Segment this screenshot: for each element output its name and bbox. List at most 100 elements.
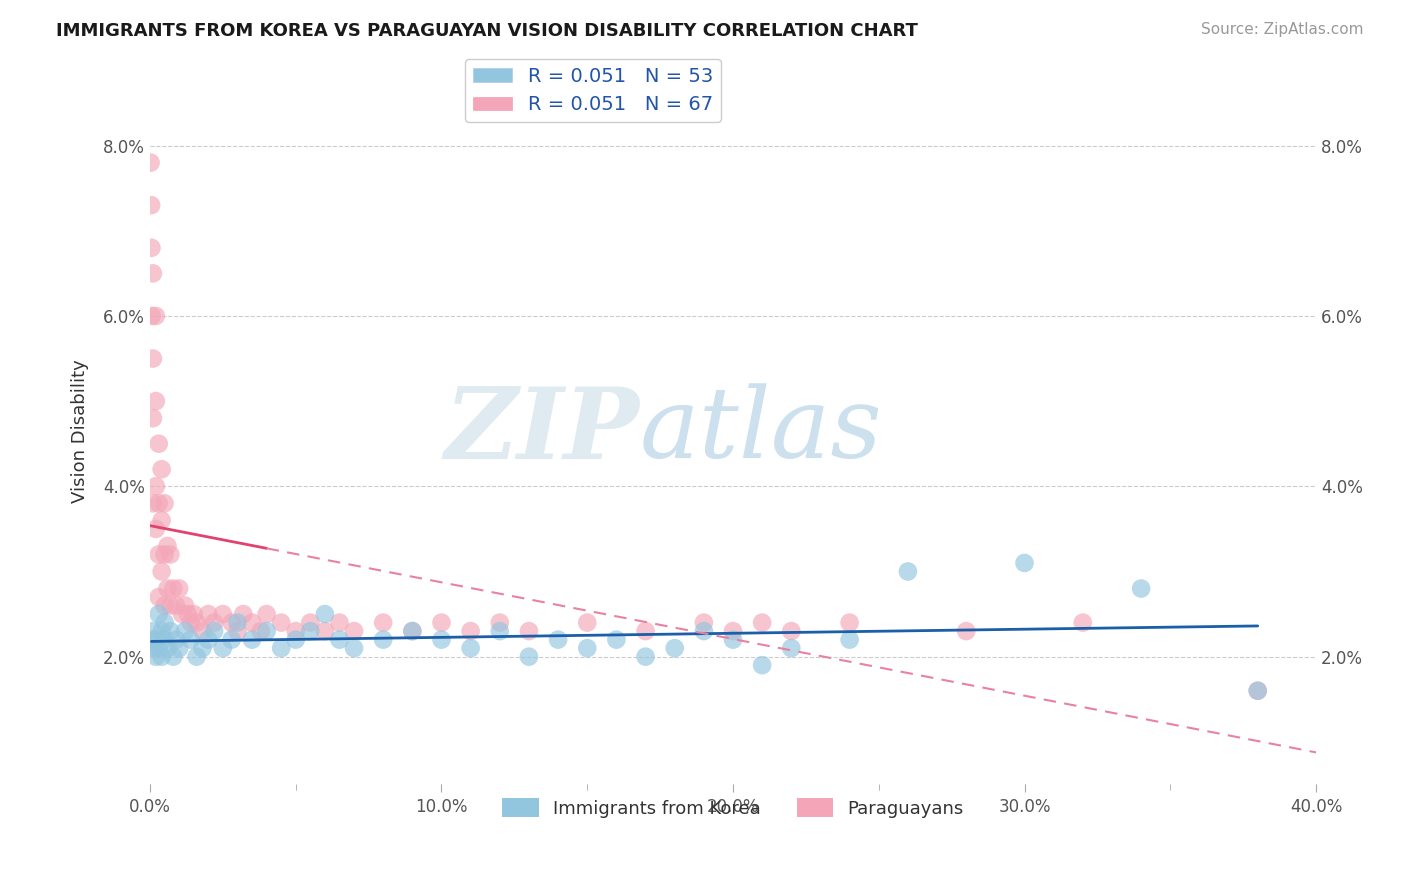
Point: [150, 624, 173, 639]
Point: [148, 607, 170, 621]
Point: [1247, 683, 1270, 698]
Point: [186, 615, 208, 630]
Point: [153, 599, 176, 613]
Point: [838, 615, 860, 630]
Point: [517, 649, 540, 664]
Point: [576, 641, 599, 656]
Point: [721, 632, 744, 647]
Point: [401, 624, 423, 639]
Point: [165, 632, 187, 647]
Text: Source: ZipAtlas.com: Source: ZipAtlas.com: [1201, 22, 1364, 37]
Point: [159, 599, 181, 613]
Point: [142, 624, 165, 639]
Point: [153, 632, 176, 647]
Point: [153, 496, 176, 510]
Point: [284, 624, 307, 639]
Point: [430, 615, 453, 630]
Point: [373, 632, 395, 647]
Point: [162, 582, 184, 596]
Point: [1130, 582, 1153, 596]
Point: [780, 624, 803, 639]
Point: [270, 615, 292, 630]
Point: [156, 582, 179, 596]
Point: [314, 607, 336, 621]
Point: [270, 641, 292, 656]
Point: [180, 632, 202, 647]
Point: [547, 632, 569, 647]
Point: [664, 641, 686, 656]
Point: [156, 539, 179, 553]
Point: [183, 607, 205, 621]
Point: [148, 496, 170, 510]
Point: [634, 649, 657, 664]
Point: [232, 607, 254, 621]
Point: [145, 632, 167, 647]
Point: [343, 641, 366, 656]
Point: [142, 351, 165, 366]
Point: [174, 599, 197, 613]
Legend: Immigrants from Korea, Paraguayans: Immigrants from Korea, Paraguayans: [495, 791, 970, 825]
Point: [226, 615, 249, 630]
Point: [256, 624, 278, 639]
Point: [751, 658, 773, 673]
Point: [299, 615, 322, 630]
Point: [240, 615, 263, 630]
Point: [180, 615, 202, 630]
Point: [150, 513, 173, 527]
Point: [177, 607, 200, 621]
Point: [148, 436, 170, 450]
Point: [142, 496, 165, 510]
Point: [430, 632, 453, 647]
Point: [460, 624, 482, 639]
Point: [167, 641, 190, 656]
Point: [605, 632, 627, 647]
Point: [249, 624, 271, 639]
Point: [1247, 683, 1270, 698]
Point: [488, 615, 510, 630]
Point: [150, 565, 173, 579]
Point: [145, 309, 167, 323]
Point: [1071, 615, 1094, 630]
Point: [145, 394, 167, 409]
Point: [328, 615, 350, 630]
Point: [299, 624, 322, 639]
Point: [145, 522, 167, 536]
Point: [256, 607, 278, 621]
Point: [197, 632, 219, 647]
Point: [139, 155, 162, 169]
Point: [174, 624, 197, 639]
Point: [212, 607, 235, 621]
Point: [148, 590, 170, 604]
Point: [460, 641, 482, 656]
Point: [226, 624, 249, 639]
Point: [141, 241, 163, 255]
Point: [197, 607, 219, 621]
Point: [693, 624, 716, 639]
Point: [186, 649, 208, 664]
Point: [159, 624, 181, 639]
Text: IMMIGRANTS FROM KOREA VS PARAGUAYAN VISION DISABILITY CORRELATION CHART: IMMIGRANTS FROM KOREA VS PARAGUAYAN VISI…: [56, 22, 918, 40]
Point: [517, 624, 540, 639]
Point: [634, 624, 657, 639]
Point: [401, 624, 423, 639]
Point: [240, 632, 263, 647]
Point: [191, 624, 214, 639]
Point: [156, 641, 179, 656]
Point: [751, 615, 773, 630]
Point: [153, 548, 176, 562]
Point: [150, 649, 173, 664]
Point: [141, 309, 163, 323]
Point: [148, 548, 170, 562]
Point: [142, 266, 165, 280]
Text: atlas: atlas: [640, 384, 883, 479]
Point: [314, 624, 336, 639]
Point: [170, 607, 193, 621]
Point: [328, 632, 350, 647]
Point: [202, 615, 225, 630]
Point: [693, 615, 716, 630]
Point: [284, 632, 307, 647]
Point: [150, 462, 173, 476]
Point: [148, 641, 170, 656]
Point: [955, 624, 977, 639]
Point: [488, 624, 510, 639]
